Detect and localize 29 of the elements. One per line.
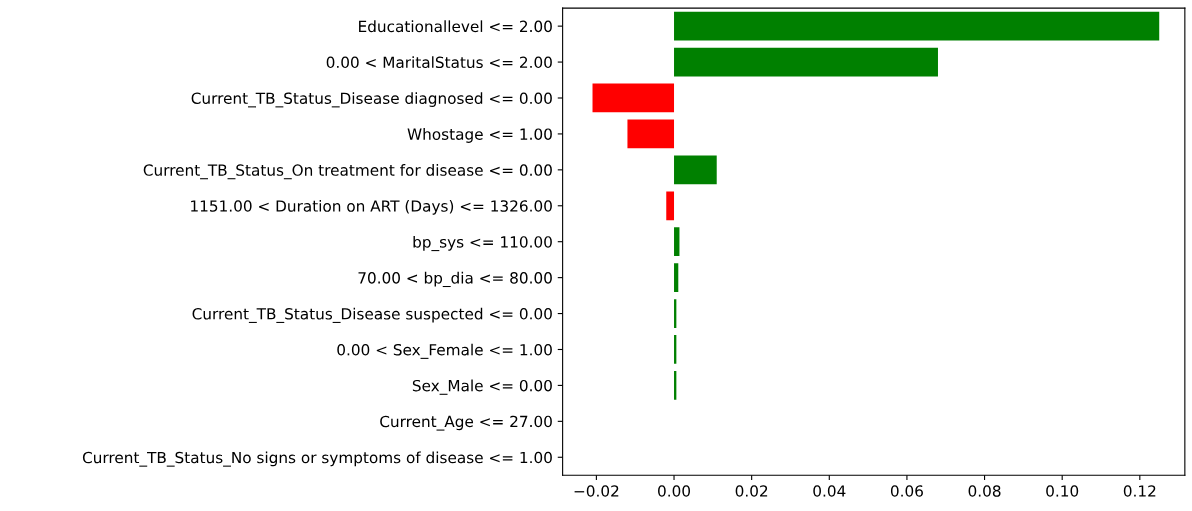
x-tick-label: 0.04 (813, 485, 846, 497)
x-tick-label: 0.08 (968, 485, 1001, 497)
y-tick-label: Current_TB_Status_Disease suspected <= 0.00 (192, 307, 552, 323)
bar (674, 263, 679, 292)
y-tick-label: Current_TB_Status_On treatment for disease <= 0.00 (143, 164, 552, 180)
y-tick-label: Current_TB_Status_Disease diagnosed <= 0.00 (191, 92, 552, 108)
y-tick-label: 0.00 < Sex_Female <= 1.00 (337, 343, 552, 359)
bar (592, 83, 675, 113)
y-tick-label: Educationallevel <= 2.00 (359, 20, 552, 33)
x-tick-label: 0.06 (890, 485, 923, 497)
bar (674, 155, 717, 185)
y-tick-label: bp_sys <= 110.00 (413, 235, 552, 252)
y-tick-label: Current_TB_Status_No signs or symptoms of disease <= 1.00 (82, 451, 552, 467)
bar (674, 227, 680, 257)
bar (674, 11, 1160, 41)
x-tick-label: 0.10 (1046, 485, 1079, 497)
x-tick-label: −0.02 (574, 485, 619, 497)
x-tick-label: 0.12 (1123, 485, 1156, 497)
x-tick-label: 0.02 (735, 485, 768, 497)
y-tick-label: 70.00 < bp_dia <= 80.00 (358, 271, 552, 288)
bar (666, 191, 675, 221)
y-tick-label: 0.00 < MaritalStatus <= 2.00 (326, 56, 552, 69)
bar (627, 119, 675, 149)
bar (674, 47, 938, 77)
y-tick-label: 1151.00 < Duration on ART (Days) <= 1326.00 (191, 199, 552, 215)
y-tick-label: Current_Age <= 27.00 (380, 415, 552, 431)
y-tick-label: Sex_Male <= 0.00 (412, 379, 552, 395)
x-tick-label: 0.00 (658, 485, 691, 497)
y-tick-label: Whostage <= 1.00 (407, 128, 552, 143)
